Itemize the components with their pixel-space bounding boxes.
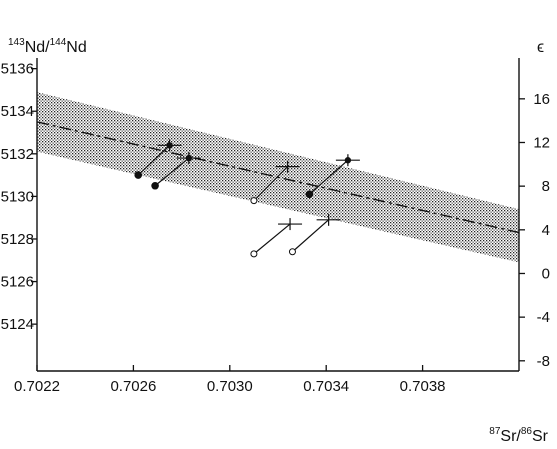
y-tick-label: 0.5126 [0, 274, 34, 291]
y-tick-label: 0.5136 [0, 61, 34, 78]
epsilon-tick-label: 4 [542, 222, 550, 239]
tie-line [253, 223, 291, 255]
initial-point [250, 197, 258, 205]
x-tick-label: 0.7038 [400, 378, 446, 395]
epsilon-tick-label: -8 [537, 353, 550, 370]
tie-line [137, 144, 170, 176]
tie-line [154, 157, 190, 187]
initial-point [151, 181, 159, 190]
x-tick-labels: 0.7022 0.7026 0.7030 0.7034 0.7038 [14, 378, 445, 395]
present-point [344, 157, 352, 164]
epsilon-axis-title: ϵ [537, 39, 544, 56]
initial-point [134, 171, 143, 179]
mantle-array-trend-line [36, 121, 520, 234]
data-points [134, 139, 360, 258]
y-tick-label: 0.5130 [0, 188, 34, 205]
tie-line [292, 219, 330, 253]
x-tick-label: 0.7022 [14, 378, 60, 395]
y-tick-label: 0.5132 [0, 146, 34, 163]
present-point [185, 154, 193, 162]
y-tick-label: 0.5128 [0, 231, 34, 248]
x-tick-label: 0.7030 [207, 378, 253, 395]
x-tick-label: 0.7026 [110, 378, 156, 395]
y-axis-title: 143Nd/144Nd [8, 37, 87, 56]
x-axis-title: 87Sr/86Sr [489, 426, 548, 445]
epsilon-tick-label: -4 [537, 309, 550, 326]
epsilon-tick-label: 0 [542, 265, 550, 282]
y-tick-labels: 0.5124 0.5126 0.5128 0.5130 0.5132 0.5134 0.51… [0, 61, 34, 334]
present-point [166, 142, 173, 149]
epsilon-tick-label: 8 [542, 178, 550, 195]
initial-point [250, 250, 258, 258]
epsilon-tick-label: 16 [533, 91, 550, 108]
x-tick-label: 0.7034 [303, 378, 349, 395]
tie-line [308, 159, 349, 195]
initial-point [288, 248, 296, 256]
tie-line [253, 166, 289, 202]
y-tick-label: 0.5124 [0, 316, 34, 333]
tick-marks [31, 67, 525, 371]
initial-point [305, 190, 314, 199]
epsilon-tick-labels: -8 -4 0 4 8 12 16 [533, 91, 550, 370]
epsilon-tick-label: 12 [533, 134, 550, 151]
axes [36, 58, 520, 372]
y-tick-label: 0.5134 [0, 103, 34, 120]
